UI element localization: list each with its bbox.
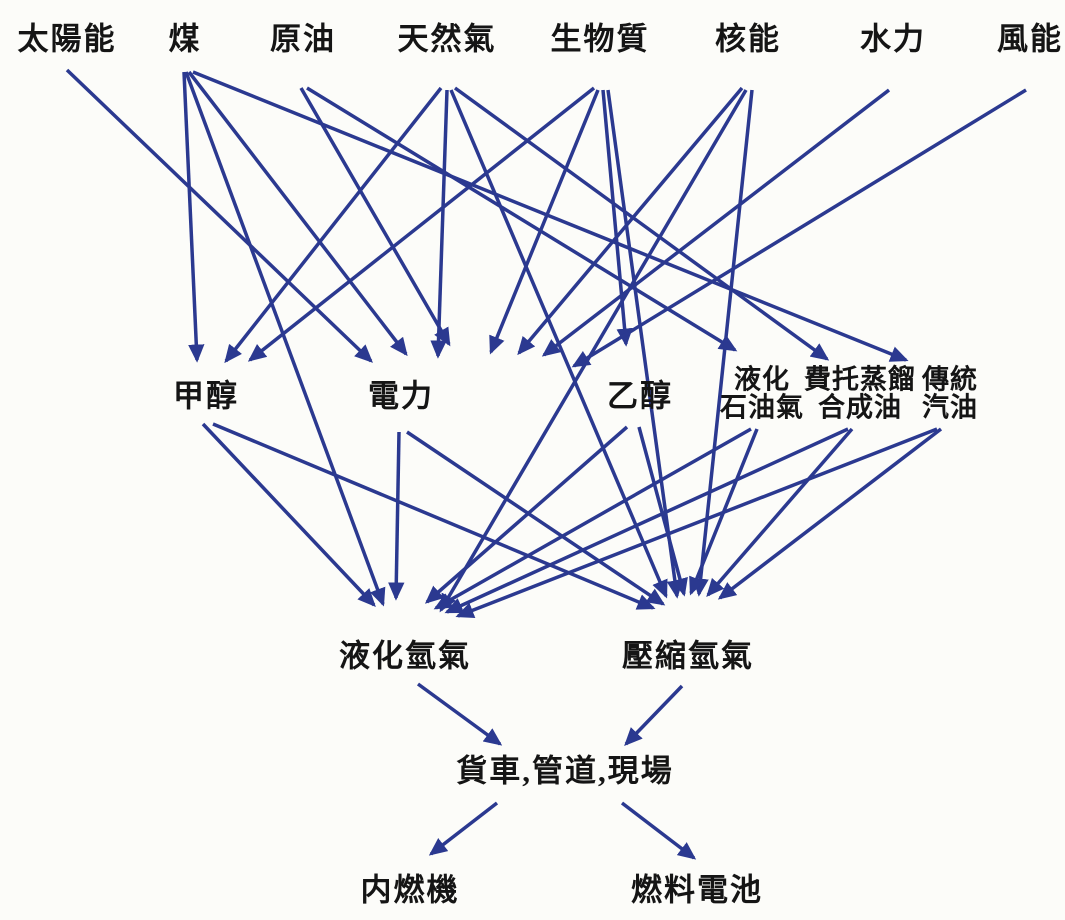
node-coal: 煤 bbox=[168, 21, 202, 57]
node-natural-gas-label: 天然氣 bbox=[397, 21, 497, 57]
edge-natural-gas-to-methanol bbox=[224, 86, 443, 364]
node-ice: 内燃機 bbox=[360, 872, 460, 908]
edge-coal-to-electricity bbox=[187, 70, 408, 357]
edge-coal-to-liquid-h2 bbox=[184, 71, 386, 607]
node-ice-label: 内燃機 bbox=[360, 872, 460, 908]
edge-wind-to-electricity bbox=[571, 88, 1027, 368]
edge-nuclear-to-compressed-h2 bbox=[692, 89, 754, 597]
edge-gasoline-to-liquid-h2 bbox=[455, 427, 938, 619]
edge-methanol-to-liquid-h2 bbox=[201, 422, 376, 607]
node-wind: 風能 bbox=[997, 21, 1063, 57]
node-biomass: 生物質 bbox=[550, 21, 650, 57]
edge-nuclear-to-electricity bbox=[517, 86, 744, 356]
edge-ft-distillate-to-compressed-h2 bbox=[706, 427, 854, 598]
edge-biomass-to-electricity bbox=[489, 89, 600, 355]
node-wind-label: 風能 bbox=[997, 21, 1063, 57]
edge-hydro-to-electricity bbox=[541, 88, 891, 357]
node-gasoline-label-line1: 傳統 bbox=[922, 364, 978, 395]
node-lpg: 液化 石油氣 bbox=[720, 364, 804, 423]
edge-oil-to-lpg bbox=[306, 86, 738, 352]
edge-ethanol-to-compressed-h2 bbox=[637, 426, 688, 597]
node-hydro-label: 水力 bbox=[860, 21, 926, 57]
edge-natural-gas-to-ft-distillate bbox=[453, 86, 830, 361]
node-ethanol: 乙醇 bbox=[607, 378, 673, 414]
node-gasoline-label-line2: 汽油 bbox=[922, 393, 978, 423]
node-electricity-label: 電力 bbox=[368, 378, 434, 414]
node-solar: 太陽能 bbox=[17, 21, 117, 57]
node-liquid-h2-label: 液化氫氣 bbox=[339, 638, 471, 674]
edge-nuclear-to-liquid-h2 bbox=[439, 89, 748, 613]
node-hydro: 水力 bbox=[860, 21, 926, 57]
node-ft-distillate-label-line1: 費托蒸餾 bbox=[804, 364, 916, 395]
node-biomass-label: 生物質 bbox=[550, 21, 650, 57]
edge-lpg-to-liquid-h2 bbox=[433, 427, 752, 610]
edge-compressed-h2-to-distribution bbox=[624, 684, 684, 746]
node-fuel-cell: 燃料電池 bbox=[631, 872, 763, 908]
node-solar-label: 太陽能 bbox=[17, 21, 117, 57]
node-oil-label: 原油 bbox=[270, 21, 336, 57]
node-ethanol-label: 乙醇 bbox=[607, 378, 673, 414]
edge-oil-to-electricity bbox=[299, 87, 451, 347]
edge-solar-to-electricity bbox=[65, 68, 373, 363]
edge-biomass-to-methanol bbox=[247, 86, 596, 362]
node-lpg-label-line2: 石油氣 bbox=[720, 393, 804, 423]
node-methanol-label: 甲醇 bbox=[173, 378, 239, 414]
edge-methanol-to-compressed-h2 bbox=[212, 422, 656, 610]
edge-biomass-to-compressed-h2 bbox=[606, 89, 684, 599]
edge-ft-distillate-to-liquid-h2 bbox=[444, 427, 849, 614]
edge-ethanol-to-liquid-h2 bbox=[424, 425, 629, 604]
node-ft-distillate: 費托蒸餾 合成油 bbox=[804, 364, 916, 423]
node-coal-label: 煤 bbox=[168, 21, 202, 57]
node-fuel-cell-label: 燃料電池 bbox=[631, 872, 763, 908]
node-gasoline: 傳統 汽油 bbox=[922, 364, 978, 423]
edge-coal-to-ft-distillate bbox=[192, 70, 909, 362]
node-liquid-h2: 液化氫氣 bbox=[339, 638, 471, 674]
node-nuclear: 核能 bbox=[715, 21, 781, 57]
node-compressed-h2-label: 壓縮氫氣 bbox=[622, 638, 754, 674]
edge-electricity-to-compressed-h2 bbox=[406, 430, 666, 606]
node-distribution-label: 貨車,管道,現場 bbox=[456, 753, 674, 789]
node-natural-gas: 天然氣 bbox=[397, 21, 497, 57]
edge-distribution-to-fuel-cell bbox=[620, 801, 697, 860]
edge-electricity-to-liquid-h2 bbox=[388, 431, 405, 601]
node-compressed-h2: 壓縮氫氣 bbox=[622, 638, 754, 674]
node-ft-distillate-label-line2: 合成油 bbox=[818, 393, 902, 423]
edge-group bbox=[65, 68, 1027, 860]
edge-coal-to-methanol bbox=[182, 71, 205, 363]
node-methanol: 甲醇 bbox=[173, 378, 239, 414]
edge-liquid-h2-to-distribution bbox=[416, 682, 503, 746]
edge-natural-gas-to-electricity bbox=[430, 89, 449, 359]
node-oil: 原油 bbox=[270, 21, 336, 57]
node-distribution: 貨車,管道,現場 bbox=[456, 753, 674, 789]
node-electricity: 電力 bbox=[368, 378, 434, 414]
edge-gasoline-to-compressed-h2 bbox=[717, 427, 943, 600]
node-lpg-label-line1: 液化 bbox=[734, 364, 790, 395]
node-nuclear-label: 核能 bbox=[715, 21, 781, 57]
edge-distribution-to-ice bbox=[428, 801, 499, 856]
